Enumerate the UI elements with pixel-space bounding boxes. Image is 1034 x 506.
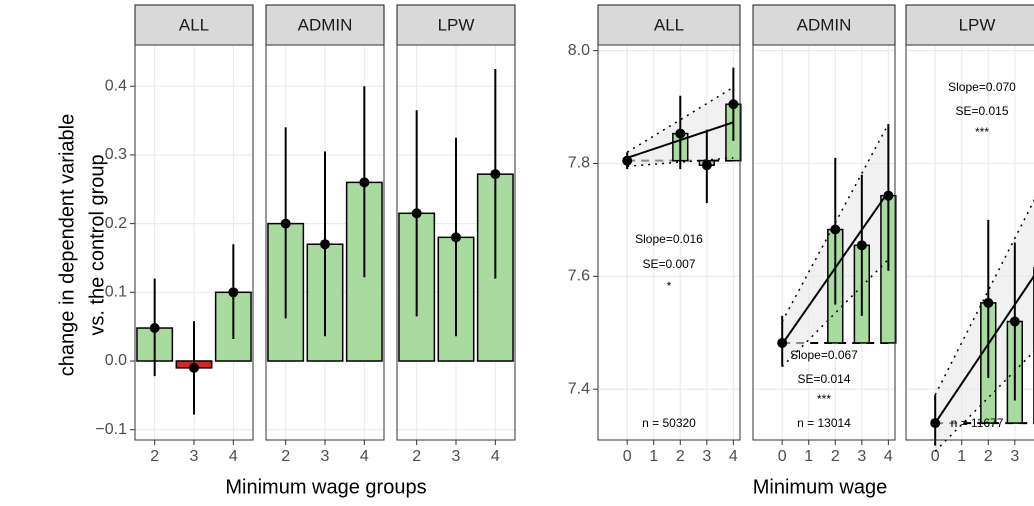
x-tick-label: 2 bbox=[412, 448, 421, 465]
point bbox=[883, 190, 894, 201]
x-tick-label: 4 bbox=[884, 448, 893, 465]
se-label: SE=0.014 bbox=[797, 372, 850, 386]
x-tick-label: 2 bbox=[150, 448, 159, 465]
panel-border bbox=[134, 44, 254, 441]
panel-border bbox=[905, 44, 1034, 441]
slope-label: Slope=0.067 bbox=[790, 348, 858, 362]
significance: * bbox=[667, 279, 672, 293]
se-label: SE=0.007 bbox=[642, 257, 695, 271]
point bbox=[830, 224, 841, 235]
strip-label: ALL bbox=[654, 15, 684, 34]
x-tick-label: 1 bbox=[649, 448, 658, 465]
strip bbox=[752, 4, 896, 46]
x-tick-label: 4 bbox=[229, 448, 238, 465]
x-tick-label: 4 bbox=[729, 448, 738, 465]
x-tick-label: 4 bbox=[360, 448, 369, 465]
strip-label: ALL bbox=[179, 15, 209, 34]
point bbox=[320, 239, 330, 250]
x-tick-label: 3 bbox=[857, 448, 866, 465]
point bbox=[983, 297, 994, 308]
point bbox=[1009, 316, 1020, 327]
n-label: n = 11677 bbox=[951, 416, 1004, 430]
x-tick-label: 2 bbox=[676, 448, 685, 465]
y-axis-title: change in dependent variable bbox=[56, 114, 78, 376]
x-tick-label: 3 bbox=[1010, 448, 1019, 465]
y-tick-label: 7.8 bbox=[568, 155, 590, 172]
x-tick-label: 3 bbox=[321, 448, 330, 465]
panel-border bbox=[265, 44, 385, 441]
point bbox=[622, 155, 633, 166]
se-label: SE=0.015 bbox=[955, 104, 1008, 118]
strip-label: LPW bbox=[959, 15, 996, 34]
x-tick-label: 3 bbox=[190, 448, 199, 465]
strip bbox=[265, 4, 385, 46]
x-tick-label: 1 bbox=[804, 448, 813, 465]
point bbox=[930, 418, 941, 429]
x-tick-label: 2 bbox=[984, 448, 993, 465]
y-tick-label: 7.6 bbox=[568, 268, 590, 285]
x-tick-label: 0 bbox=[623, 448, 632, 465]
point bbox=[728, 99, 739, 110]
y-tick-label: 0.0 bbox=[105, 352, 127, 369]
strip bbox=[597, 4, 741, 46]
point bbox=[451, 232, 461, 243]
slope-label: Slope=0.070 bbox=[948, 80, 1016, 94]
n-label: n = 13014 bbox=[797, 416, 851, 430]
strip bbox=[396, 4, 516, 46]
strip bbox=[905, 4, 1034, 46]
x-axis-title: Minimum wage groups bbox=[225, 476, 426, 498]
y-tick-label: 0.4 bbox=[105, 77, 127, 94]
n-label: n = 50320 bbox=[642, 416, 696, 430]
x-tick-label: 4 bbox=[491, 448, 500, 465]
point bbox=[189, 362, 199, 373]
point bbox=[777, 337, 788, 348]
x-tick-label: 2 bbox=[831, 448, 840, 465]
point bbox=[149, 323, 160, 334]
y-tick-label: 0.1 bbox=[105, 284, 127, 301]
y-tick-label: 0.2 bbox=[105, 215, 127, 232]
point bbox=[411, 208, 422, 219]
strip-label: LPW bbox=[438, 15, 475, 34]
x-tick-label: 1 bbox=[957, 448, 966, 465]
y-tick-label: −0.1 bbox=[95, 421, 127, 438]
point bbox=[280, 218, 291, 229]
x-tick-label: 0 bbox=[778, 448, 787, 465]
y-tick-label: 0.3 bbox=[105, 146, 127, 163]
x-tick-label: 3 bbox=[702, 448, 711, 465]
significance: *** bbox=[975, 125, 989, 139]
panel-border bbox=[396, 44, 516, 441]
point bbox=[856, 240, 867, 251]
panel-border bbox=[752, 44, 896, 441]
x-tick-label: 3 bbox=[452, 448, 461, 465]
strip-label: ADMIN bbox=[298, 15, 353, 34]
x-tick-label: 2 bbox=[281, 448, 290, 465]
x-tick-label: 0 bbox=[931, 448, 940, 465]
x-axis-title: Minimum wage bbox=[753, 476, 887, 498]
point bbox=[701, 160, 712, 171]
y-tick-label: 7.4 bbox=[568, 380, 590, 397]
point bbox=[490, 169, 501, 180]
slope-label: Slope=0.016 bbox=[635, 232, 703, 246]
strip-label: ADMIN bbox=[797, 15, 852, 34]
y-tick-label: 8.0 bbox=[568, 42, 590, 59]
panel-border bbox=[597, 44, 741, 441]
point bbox=[228, 287, 239, 298]
significance: *** bbox=[817, 392, 831, 406]
y-axis-title: vs. the control group bbox=[86, 154, 108, 335]
point bbox=[359, 177, 370, 188]
point bbox=[675, 128, 686, 139]
